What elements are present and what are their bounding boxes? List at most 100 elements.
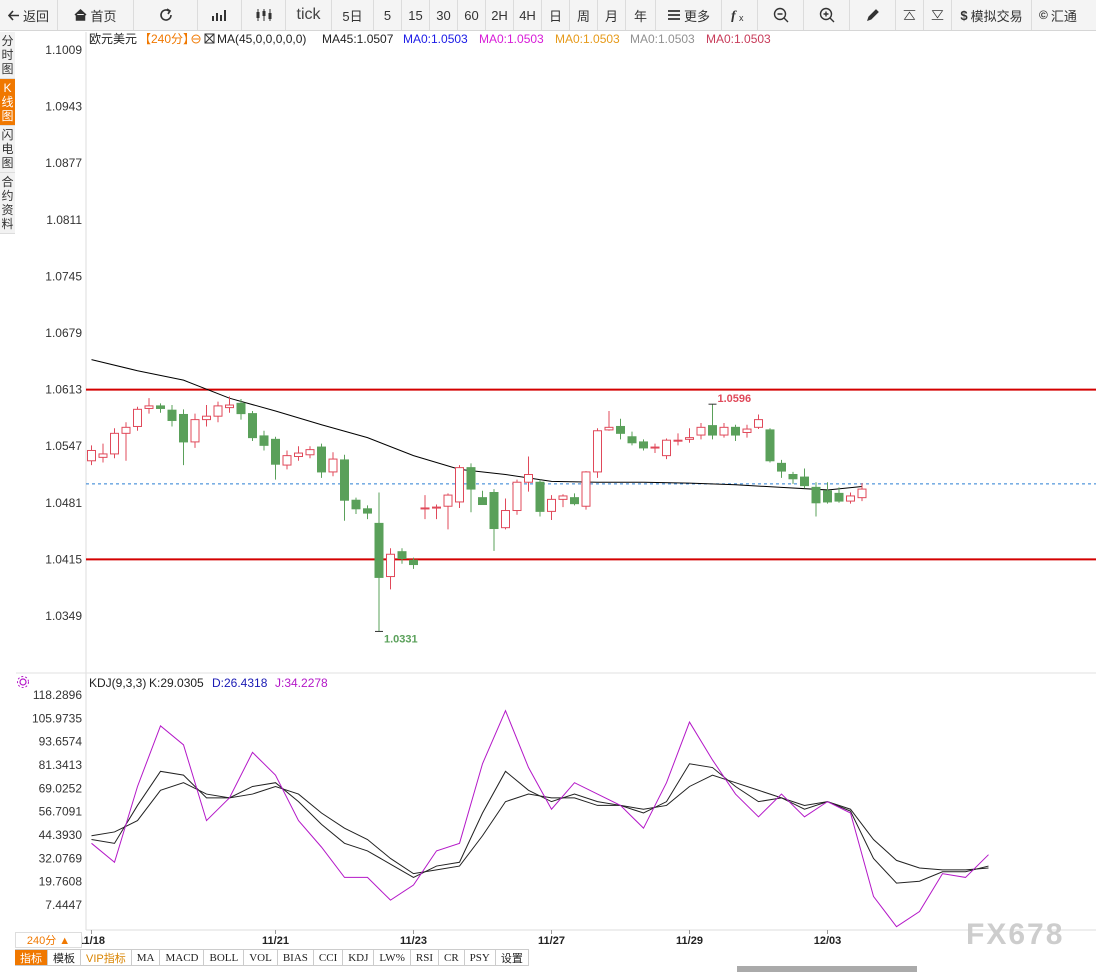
indicator-cci[interactable]: CCI: [313, 949, 344, 966]
tab-contract-info[interactable]: 合 约 资 料: [0, 173, 15, 234]
candlestick-icon: [256, 9, 271, 21]
candle: [133, 406, 142, 431]
candle-body: [558, 495, 568, 500]
indicator-macd[interactable]: MACD: [160, 949, 205, 966]
draw-button[interactable]: [850, 0, 896, 30]
candle: [512, 479, 522, 515]
tab-kline[interactable]: K 线 图: [0, 79, 15, 126]
indicator-kdj[interactable]: KDJ: [343, 949, 375, 966]
huitong-button[interactable]: © 汇通: [1032, 0, 1092, 30]
candle: [282, 450, 292, 470]
legend-toggle-icon[interactable]: [204, 33, 215, 44]
kdj-tick-label: 7.4447: [45, 898, 82, 912]
tab-flash[interactable]: 闪 电 图: [0, 126, 15, 173]
price-tick-label: 1.0877: [45, 156, 82, 170]
indicator-boll[interactable]: BOLL: [204, 949, 245, 966]
zoom-out-icon: [773, 7, 788, 23]
tab-time-share[interactable]: 分 时 图: [0, 32, 15, 79]
candle-body: [213, 405, 223, 417]
candle: [811, 482, 821, 517]
indicator-psy[interactable]: PSY: [464, 949, 496, 966]
candle-body: [650, 446, 660, 449]
kdj-tick-label: 69.0252: [39, 781, 83, 795]
triangle-up-button[interactable]: [896, 0, 924, 30]
back-arrow-icon: [7, 9, 19, 21]
period-week[interactable]: 周: [570, 0, 598, 30]
candle-body: [800, 476, 809, 487]
home-button[interactable]: 首页: [58, 0, 134, 30]
zoom-in-button[interactable]: [804, 0, 850, 30]
period-60[interactable]: 60: [458, 0, 486, 30]
candle: [179, 409, 188, 466]
candle: [777, 459, 786, 478]
candle: [823, 482, 832, 504]
kdj-tick-label: 56.7091: [39, 805, 83, 819]
indicator-rsi[interactable]: RSI: [410, 949, 439, 966]
settings-tab[interactable]: 设置: [495, 949, 529, 966]
indicator-cr[interactable]: CR: [438, 949, 465, 966]
candlestick-button[interactable]: [242, 0, 286, 30]
tab-templates[interactable]: 模板: [48, 949, 81, 966]
period-30[interactable]: 30: [430, 0, 458, 30]
zoom-out-button[interactable]: [758, 0, 804, 30]
candle: [87, 445, 96, 466]
candle-body: [236, 402, 246, 415]
period-15[interactable]: 15: [402, 0, 430, 30]
bar-chart-button[interactable]: [198, 0, 242, 30]
tab-contract-info-char: 资: [1, 203, 14, 217]
candle-body: [133, 408, 142, 427]
candle: [236, 399, 246, 420]
candle-body: [271, 438, 280, 465]
more-button[interactable]: 更多: [656, 0, 722, 30]
kdj-settings-icon[interactable]: [17, 676, 29, 688]
period-2h[interactable]: 2H: [486, 0, 514, 30]
refresh-button[interactable]: [134, 0, 198, 30]
indicator-ma[interactable]: MA: [131, 949, 161, 966]
period-4h[interactable]: 4H: [514, 0, 542, 30]
period-day[interactable]: 日: [542, 0, 570, 30]
price-tick-label: 1.0745: [45, 269, 82, 283]
horizontal-scrollbar[interactable]: [737, 966, 917, 972]
period-5d[interactable]: 5日: [332, 0, 374, 30]
candle-body: [489, 492, 499, 530]
period-month[interactable]: 月: [598, 0, 626, 30]
candle-body: [110, 432, 119, 455]
candle: [650, 443, 660, 454]
candle: [788, 471, 798, 484]
period-selector[interactable]: 240分 ▲: [15, 932, 82, 948]
candle: [397, 548, 407, 564]
kdj-tick-label: 32.0769: [39, 851, 83, 865]
date-tick-label: 11/29: [676, 935, 703, 947]
tab-vip-indicators[interactable]: VIP指标: [81, 949, 132, 966]
triangle-down-button[interactable]: [924, 0, 952, 30]
legend-ma0: MA0:1.0503: [706, 32, 771, 46]
period-5[interactable]: 5: [374, 0, 402, 30]
candle-body: [708, 425, 717, 436]
candle-body: [282, 455, 292, 466]
indicator-vol[interactable]: VOL: [244, 949, 278, 966]
indicator-lw[interactable]: LW%: [374, 949, 411, 966]
candle-body: [478, 497, 487, 506]
period-year[interactable]: 年: [626, 0, 656, 30]
indicator-bias[interactable]: BIAS: [277, 949, 314, 966]
candle-body: [121, 426, 131, 434]
tab-indicators[interactable]: 指标: [15, 949, 48, 966]
back-button[interactable]: 返回: [0, 0, 58, 30]
candle: [110, 428, 119, 459]
candle: [478, 490, 487, 506]
bar-chart-icon: [211, 10, 226, 21]
tick-button[interactable]: tick: [286, 0, 332, 30]
sim-trade-button[interactable]: $ 模拟交易: [952, 0, 1032, 30]
triangle-down-icon: [931, 10, 944, 20]
candle-body: [225, 404, 234, 409]
candle: [742, 424, 752, 438]
candle: [754, 414, 763, 430]
candle: [639, 439, 648, 451]
kline-chart[interactable]: 1.1009 1.0943 1.0877 1.0811 1.0745 1.0679 1.06…: [0, 0, 1096, 948]
candle: [616, 418, 625, 440]
candle-body: [811, 486, 821, 504]
price-tick-label: 1.0811: [46, 213, 82, 227]
legend-settings-icon[interactable]: [191, 34, 201, 44]
